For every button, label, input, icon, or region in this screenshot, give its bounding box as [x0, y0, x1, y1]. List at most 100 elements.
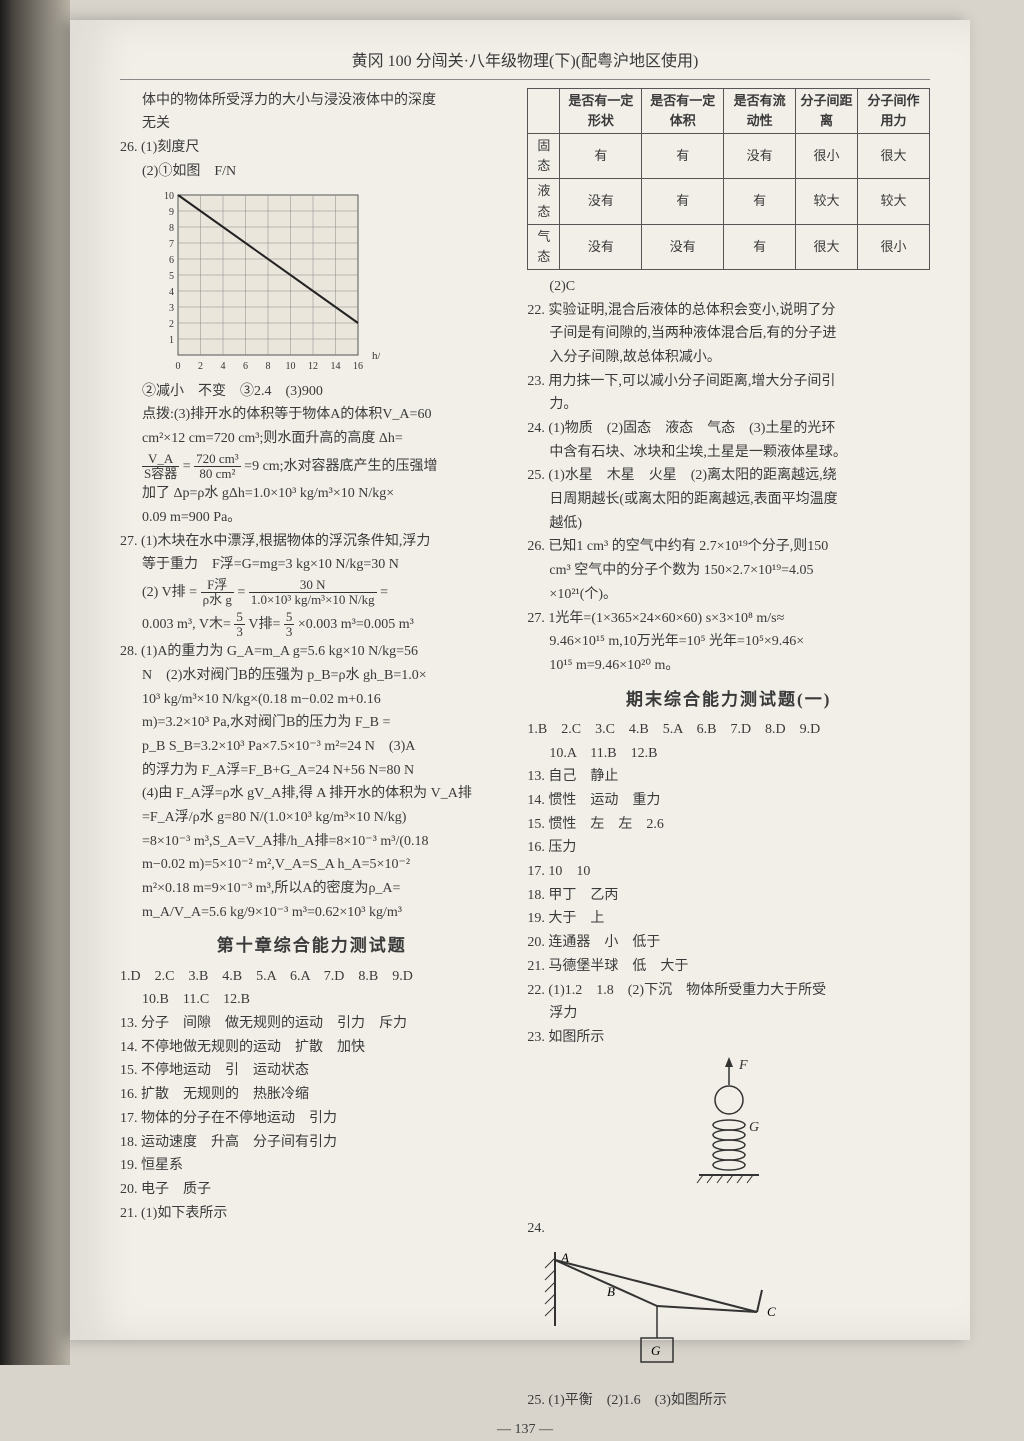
text-line: m_A/V_A=5.6 kg/9×10⁻³ m³=0.62×10³ kg/m³ — [120, 902, 503, 924]
f16: 16. 压力 — [527, 837, 930, 859]
label-C: C — [767, 1304, 776, 1319]
table-row: 固态有有没有很小很大 — [528, 134, 930, 179]
text-line: 9.46×10¹⁵ m,10万光年=10⁵ 光年=10⁵×9.46× — [527, 631, 930, 653]
f21: 21. 马德堡半球 低 大于 — [527, 956, 930, 978]
r24: 24. (1)物质 (2)固态 液态 气态 (3)土星的光环 — [527, 418, 930, 440]
f17: 17. 10 10 — [527, 861, 930, 883]
right-column: 是否有一定形状 是否有一定体积 是否有流动性 分子间距离 分子间作用力 固态有有… — [527, 88, 930, 1414]
svg-text:2: 2 — [169, 319, 174, 330]
text-line: 力。 — [527, 394, 930, 416]
text-line: (2) V排 = F浮ρ水 g = 30 N1.0×10³ kg/m³×10 N… — [120, 578, 503, 608]
r23: 23. 用力抹一下,可以减小分子间距离,增大分子间引 — [527, 371, 930, 393]
text-line: 0.003 m³, V木= 53 V排= 53 ×0.003 m³=0.005 … — [120, 610, 503, 640]
text-line: N (2)水对阀门B的压强为 p_B=ρ水 gh_B=1.0× — [120, 665, 503, 687]
a21: 21. (1)如下表所示 — [120, 1203, 503, 1225]
r27: 27. 1光年=(1×365×24×60×60) s×3×10⁸ m/s≈ — [527, 608, 930, 630]
f15: 15. 惯性 左 左 2.6 — [527, 814, 930, 836]
text-line: 体中的物体所受浮力的大小与浸没液体中的深度 — [120, 90, 503, 112]
page-header: 黄冈 100 分闯关·八年级物理(下)(配粤沪地区使用) — [120, 50, 930, 80]
q26-1: 26. (1)刻度尺 — [120, 137, 503, 159]
svg-text:8: 8 — [169, 223, 174, 234]
svg-text:6: 6 — [243, 361, 248, 372]
text-line: 10³ kg/m³×10 N/kg×(0.18 m−0.02 m+0.16 — [120, 689, 503, 711]
mc-answers: 10.B 11.C 12.B — [120, 989, 503, 1011]
text-line: 浮力 — [527, 1003, 930, 1025]
text-line: 的浮力为 F_A浮=F_B+G_A=24 N+56 N=80 N — [120, 760, 503, 782]
svg-text:4: 4 — [221, 361, 226, 372]
page-number: — 137 — — [120, 1419, 930, 1441]
a17: 17. 物体的分子在不停地运动 引力 — [120, 1108, 503, 1130]
a18: 18. 运动速度 升高 分子间有引力 — [120, 1132, 503, 1154]
label-F: F — [738, 1058, 748, 1073]
q26-2: (2)①如图 F/N — [120, 161, 503, 183]
text-line: m)=3.2×10³ Pa,水对阀门B的压力为 F_B = — [120, 712, 503, 734]
f22: 22. (1)1.2 1.8 (2)下沉 物体所受重力大于所受 — [527, 980, 930, 1002]
page: 黄冈 100 分闯关·八年级物理(下)(配粤沪地区使用) 体中的物体所受浮力的大… — [70, 20, 970, 1340]
table-row: 气态没有没有有很大很小 — [528, 224, 930, 269]
svg-text:1: 1 — [169, 335, 174, 346]
text-line: 加了 Δp=ρ水 gΔh=1.0×10³ kg/m³×10 N/kg× — [120, 483, 503, 505]
book-spine — [0, 0, 70, 1365]
text-line: 点拨:(3)排开水的体积等于物体A的体积V_A=60 — [120, 404, 503, 426]
svg-text:10: 10 — [286, 361, 296, 372]
text-line: p_B S_B=3.2×10³ Pa×7.5×10⁻³ m²=24 N (3)A — [120, 736, 503, 758]
mc-answers: 1.D 2.C 3.B 4.B 5.A 6.A 7.D 8.B 9.D — [120, 966, 503, 988]
a13: 13. 分子 间隙 做无规则的运动 引力 斥力 — [120, 1013, 503, 1035]
svg-text:2: 2 — [198, 361, 203, 372]
table-row: 是否有一定形状 是否有一定体积 是否有流动性 分子间距离 分子间作用力 — [528, 88, 930, 133]
a19: 19. 恒星系 — [120, 1155, 503, 1177]
f18: 18. 甲丁 乙丙 — [527, 885, 930, 907]
line-chart: 1098 765 432 1 024 6810 121416 h/cm — [150, 187, 380, 377]
text-line: (4)由 F_A浮=ρ水 gV_A排,得 A 排开水的体积为 V_A排 — [120, 783, 503, 805]
svg-text:12: 12 — [308, 361, 318, 372]
text-line: V_AS容器 = 720 cm³80 cm² =9 cm;水对容器底产生的压强增 — [120, 452, 503, 482]
states-table: 是否有一定形状 是否有一定体积 是否有流动性 分子间距离 分子间作用力 固态有有… — [527, 88, 930, 270]
svg-text:16: 16 — [353, 361, 363, 372]
svg-text:4: 4 — [169, 287, 174, 298]
label-G: G — [651, 1343, 661, 1358]
text-line: cm³ 空气中的分子个数为 150×2.7×10¹⁹=4.05 — [527, 560, 930, 582]
text-line: 10¹⁵ m=9.46×10²⁰ m。 — [527, 655, 930, 677]
text-line: cm²×12 cm=720 cm³;则水面升高的高度 Δh= — [120, 428, 503, 450]
mc-answers: 10.A 11.B 12.B — [527, 743, 930, 765]
f24: 24. — [527, 1218, 930, 1240]
svg-text:7: 7 — [169, 239, 174, 250]
svg-text:0: 0 — [176, 361, 181, 372]
r22: 22. 实验证明,混合后液体的总体积会变小,说明了分 — [527, 300, 930, 322]
a15: 15. 不停地运动 引 运动状态 — [120, 1060, 503, 1082]
q27: 27. (1)木块在水中漂浮,根据物体的浮沉条件知,浮力 — [120, 531, 503, 553]
text-line: 等于重力 F浮=G=mg=3 kg×10 N/kg=30 N — [120, 554, 503, 576]
q28: 28. (1)A的重力为 G_A=m_A g=5.6 kg×10 N/kg=56 — [120, 641, 503, 663]
section-title-ch10: 第十章综合能力测试题 — [120, 933, 503, 959]
text-line: 0.09 m=900 Pa。 — [120, 507, 503, 529]
text-line: 越低) — [527, 513, 930, 535]
text-line: m−0.02 m)=5×10⁻² m²,V_A=S_A h_A=5×10⁻² — [120, 854, 503, 876]
text-line: =8×10⁻³ m³,S_A=V_A排/h_A排=8×10⁻³ m³/(0.18 — [120, 831, 503, 853]
f25: 25. (1)平衡 (2)1.6 (3)如图所示 — [527, 1390, 930, 1412]
mc-answers: 1.B 2.C 3.C 4.B 5.A 6.B 7.D 8.D 9.D — [527, 719, 930, 741]
label-G: G — [749, 1120, 759, 1135]
a14: 14. 不停地做无规则的运动 扩散 加快 — [120, 1037, 503, 1059]
spring-diagram: F G — [527, 1055, 930, 1213]
f20: 20. 连通器 小 低于 — [527, 932, 930, 954]
lever-diagram: A B C G — [527, 1246, 930, 1384]
text-line: =F_A浮/ρ水 g=80 N/(1.0×10³ kg/m³×10 N/kg) — [120, 807, 503, 829]
text-line: 无关 — [120, 113, 503, 135]
f14: 14. 惯性 运动 重力 — [527, 790, 930, 812]
a16: 16. 扩散 无规则的 热胀冷缩 — [120, 1084, 503, 1106]
text-line: 中含有石块、冰块和尘埃,土星是一颗液体星球。 — [527, 442, 930, 464]
table-row: 液态没有有有较大较大 — [528, 179, 930, 224]
left-column: 体中的物体所受浮力的大小与浸没液体中的深度 无关 26. (1)刻度尺 (2)①… — [120, 88, 503, 1414]
svg-text:5: 5 — [169, 271, 174, 282]
f23: 23. 如图所示 — [527, 1027, 930, 1049]
f19: 19. 大于 上 — [527, 908, 930, 930]
two-column-layout: 体中的物体所受浮力的大小与浸没液体中的深度 无关 26. (1)刻度尺 (2)①… — [120, 88, 930, 1414]
text-line: m²×0.18 m=9×10⁻³ m³,所以A的密度为ρ_A= — [120, 878, 503, 900]
svg-text:6: 6 — [169, 255, 174, 266]
text-line: 日周期越长(或离太阳的距离越远,表面平均温度 — [527, 489, 930, 511]
svg-text:3: 3 — [169, 303, 174, 314]
text-line: 子间是有间隙的,当两种液体混合后,有的分子进 — [527, 323, 930, 345]
f13: 13. 自己 静止 — [527, 766, 930, 788]
r25: 25. (1)水星 木星 火星 (2)离太阳的距离越远,绕 — [527, 465, 930, 487]
label-B: B — [607, 1284, 615, 1299]
